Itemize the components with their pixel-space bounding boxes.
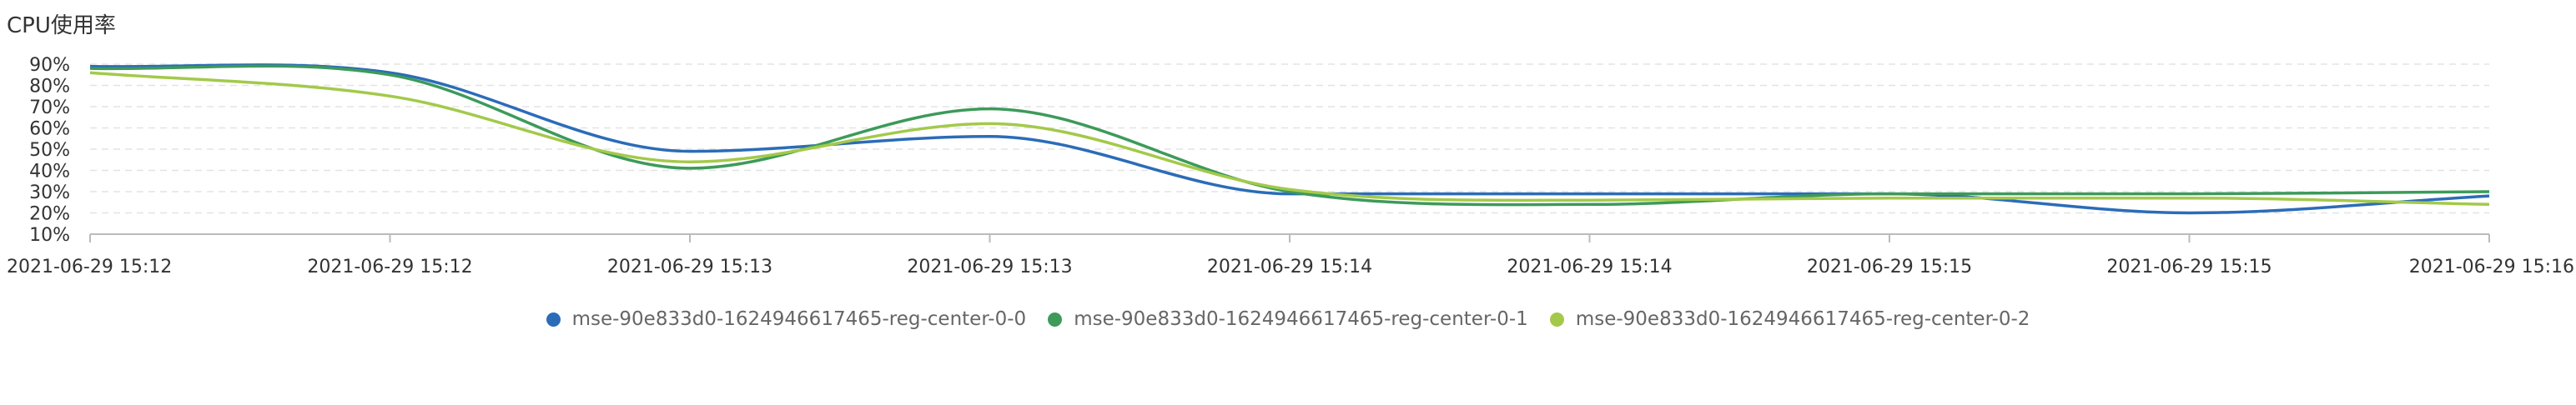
y-tick-label: 10%: [29, 225, 70, 246]
legend-marker: [1549, 312, 1564, 327]
y-tick-label: 20%: [29, 204, 70, 225]
y-tick-label: 70%: [29, 98, 70, 118]
x-tick-label: 2021-06-29 15:12: [307, 257, 472, 278]
legend-marker: [1048, 312, 1063, 327]
y-tick-label: 50%: [29, 140, 70, 161]
chart-title: CPU使用率: [7, 13, 116, 38]
legend-marker: [546, 312, 561, 327]
x-tick-label: 2021-06-29 15:15: [1807, 257, 1972, 278]
x-tick-label: 2021-06-29 15:14: [1207, 257, 1372, 278]
chart-legend: mse-90e833d0-1624946617465-reg-center-0-…: [0, 308, 2576, 330]
legend-label: mse-90e833d0-1624946617465-reg-center-0-…: [1074, 308, 1528, 330]
x-tick-label: 2021-06-29 15:14: [1507, 257, 1672, 278]
legend-item-0[interactable]: mse-90e833d0-1624946617465-reg-center-0-…: [546, 308, 1027, 330]
x-tick-label: 2021-06-29 15:13: [907, 257, 1072, 278]
legend-label: mse-90e833d0-1624946617465-reg-center-0-…: [571, 308, 1027, 330]
x-tick-label: 2021-06-29 15:15: [2106, 257, 2272, 278]
x-tick-label: 2021-06-29 15:12: [7, 257, 172, 278]
x-tick-label: 2021-06-29 15:16: [2409, 257, 2574, 278]
legend-item-2[interactable]: mse-90e833d0-1624946617465-reg-center-0-…: [1549, 308, 2030, 330]
y-tick-label: 60%: [29, 119, 70, 140]
y-tick-label: 90%: [29, 55, 70, 76]
series-line-0: [89, 63, 2490, 215]
legend-label: mse-90e833d0-1624946617465-reg-center-0-…: [1575, 308, 2030, 330]
y-tick-label: 80%: [29, 77, 70, 98]
y-tick-label: 40%: [29, 162, 70, 182]
y-tick-label: 30%: [29, 182, 70, 203]
x-tick-label: 2021-06-29 15:13: [607, 257, 772, 278]
series-line-1: [89, 64, 2490, 207]
series-line-2: [89, 71, 2490, 207]
legend-item-1[interactable]: mse-90e833d0-1624946617465-reg-center-0-…: [1048, 308, 1528, 330]
